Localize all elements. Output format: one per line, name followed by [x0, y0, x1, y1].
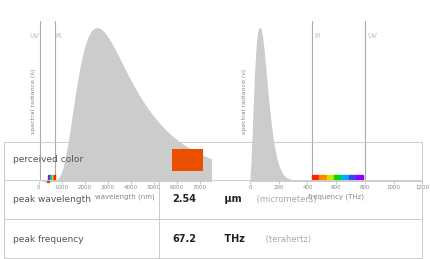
Bar [348, 175, 355, 181]
Text: peak frequency: peak frequency [13, 235, 83, 244]
Text: IR: IR [55, 33, 62, 39]
Bar [51, 175, 52, 181]
Text: UV: UV [366, 33, 376, 39]
Text: perceived color: perceived color [13, 155, 83, 164]
Y-axis label: spectral radiance (λ): spectral radiance (λ) [31, 68, 36, 134]
Bar [355, 175, 362, 181]
X-axis label: frequency (THz): frequency (THz) [307, 193, 363, 200]
Text: (micrometers): (micrometers) [253, 195, 316, 204]
Text: μm: μm [221, 195, 241, 204]
Text: peak wavelength: peak wavelength [13, 195, 91, 204]
X-axis label: wavelength (nm): wavelength (nm) [95, 193, 154, 200]
Bar [172, 149, 203, 171]
Text: UV: UV [29, 33, 39, 39]
Bar [318, 175, 326, 181]
Bar [47, 175, 49, 181]
Bar [54, 175, 55, 181]
Bar [326, 175, 333, 181]
Bar [341, 175, 348, 181]
Text: (terahertz): (terahertz) [263, 235, 310, 244]
Text: 2.54: 2.54 [172, 195, 196, 204]
Text: THz: THz [221, 234, 244, 244]
Bar [52, 175, 54, 181]
Y-axis label: spectral radiance (ν): spectral radiance (ν) [242, 68, 247, 134]
Text: IR: IR [313, 33, 320, 39]
Bar [49, 175, 51, 181]
Bar [311, 175, 318, 181]
Text: 67.2: 67.2 [172, 234, 196, 244]
Bar [333, 175, 341, 181]
